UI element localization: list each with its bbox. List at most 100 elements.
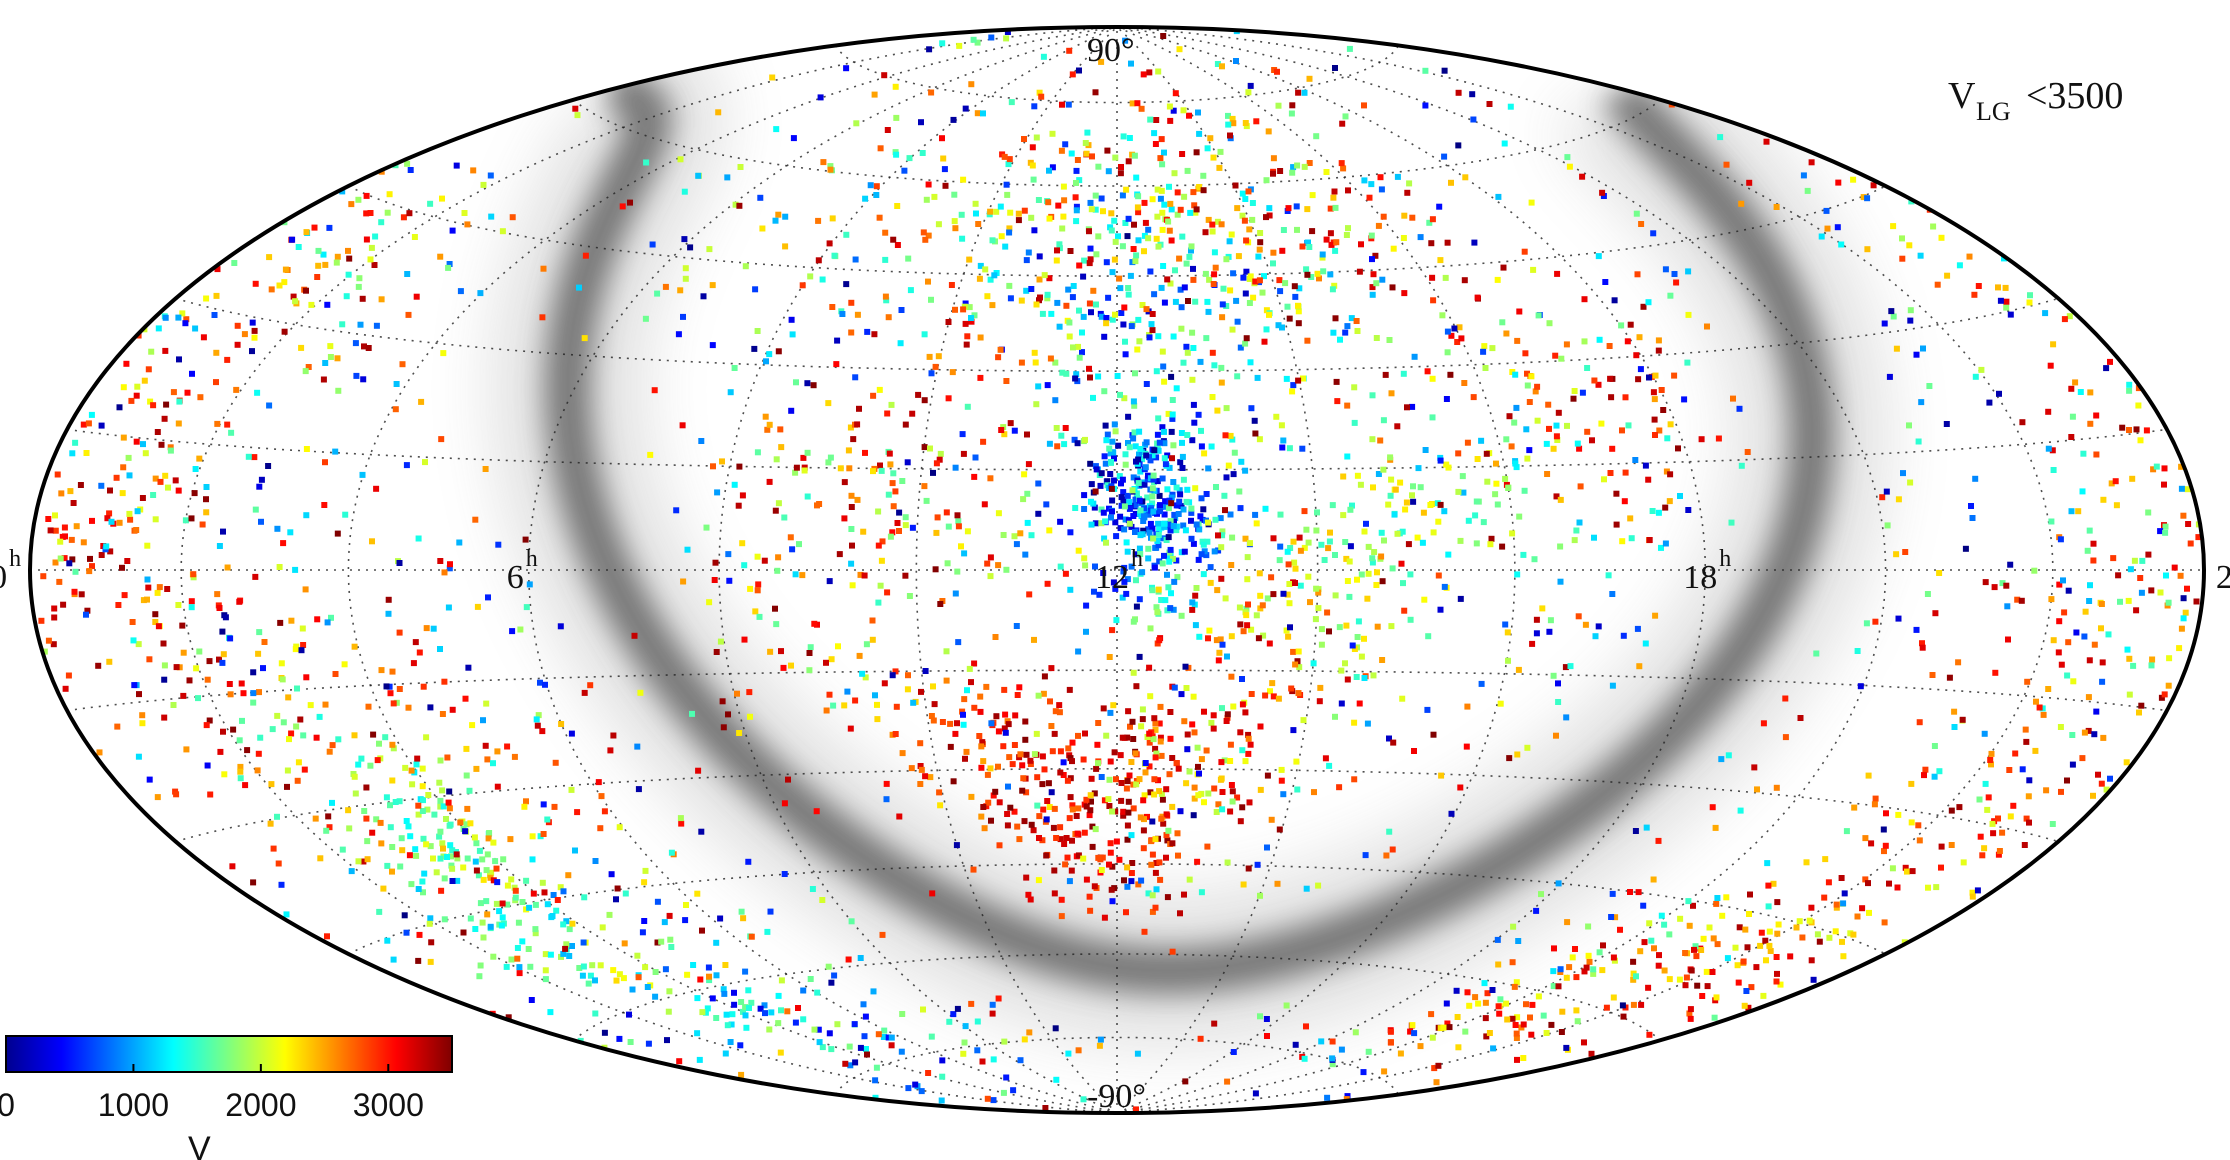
galaxy-point [1803,859,1810,866]
galaxy-point [772,507,779,514]
galaxy-point [1906,242,1913,249]
galaxy-point [626,1011,632,1018]
galaxy-point [1633,210,1640,217]
galaxy-point [1100,570,1107,576]
galaxy-point [433,869,440,876]
galaxy-point [437,797,444,804]
galaxy-point [1172,298,1179,305]
galaxy-point [681,236,688,243]
galaxy-point [1141,816,1147,823]
galaxy-point [989,1001,996,1008]
galaxy-point [680,313,686,320]
galaxy-point [1430,529,1437,536]
galaxy-point [1533,630,1540,637]
galaxy-point [1155,68,1162,75]
galaxy-point [1745,1004,1752,1011]
galaxy-point [1227,132,1233,139]
galaxy-point [1486,1030,1493,1036]
galaxy-point [324,933,330,940]
galaxy-point [1256,246,1263,253]
galaxy-point [1116,473,1123,480]
galaxy-point [1157,195,1164,202]
galaxy-point [426,920,433,927]
galaxy-point [1191,795,1198,802]
galaxy-point [1295,648,1302,655]
galaxy-point [667,936,674,943]
galaxy-point [305,364,312,370]
galaxy-point [339,846,346,853]
galaxy-point [581,689,588,696]
galaxy-point [2027,292,2033,299]
galaxy-point [1196,526,1203,533]
galaxy-point [889,672,896,679]
galaxy-point [1948,807,1955,814]
galaxy-point [919,150,926,156]
galaxy-point [365,345,372,351]
galaxy-point [250,879,257,886]
galaxy-point [1173,523,1180,530]
galaxy-point [1140,797,1147,804]
galaxy-point [1220,285,1227,292]
galaxy-point [1224,714,1231,721]
galaxy-point [1566,964,1573,971]
galaxy-point [339,188,346,195]
galaxy-point [1581,1039,1587,1046]
galaxy-point [978,813,985,820]
galaxy-point [1137,814,1144,821]
galaxy-point [2070,678,2077,685]
galaxy-point [1917,252,1924,259]
galaxy-point [1925,884,1931,891]
galaxy-point [1383,852,1390,859]
galaxy-point [1151,447,1158,454]
galaxy-point [1135,456,1142,463]
galaxy-point [1619,538,1626,545]
galaxy-point [2161,481,2167,488]
galaxy-point [883,780,890,787]
galaxy-point [1031,636,1037,643]
galaxy-point [1118,502,1125,509]
galaxy-point [292,298,299,305]
galaxy-point [1153,235,1160,242]
galaxy-point [539,728,546,735]
galaxy-point [1057,836,1064,843]
galaxy-point [423,841,430,848]
galaxy-point [256,629,263,636]
galaxy-point [896,813,903,820]
galaxy-point [915,391,922,398]
galaxy-point [2178,625,2185,632]
galaxy-point [1173,484,1180,491]
galaxy-point [877,145,884,152]
galaxy-point [647,451,654,458]
galaxy-point [1642,462,1649,469]
galaxy-point [896,528,902,534]
galaxy-point [852,256,859,263]
galaxy-point [1209,394,1216,400]
galaxy-point [1103,315,1110,321]
galaxy-point [1105,294,1112,301]
galaxy-point [742,968,749,975]
galaxy-point [1192,592,1199,599]
galaxy-point [943,509,950,516]
galaxy-point [1234,205,1241,212]
galaxy-point [413,852,420,859]
galaxy-point [958,211,965,218]
galaxy-point [389,741,396,748]
galaxy-point [1142,219,1149,226]
galaxy-point [170,702,177,708]
galaxy-point [2082,608,2089,615]
galaxy-point [1118,310,1125,316]
galaxy-point [1154,538,1161,544]
galaxy-point [1087,245,1094,252]
galaxy-point [689,710,695,717]
galaxy-point [322,261,329,268]
galaxy-point [1044,295,1051,302]
galaxy-point [409,781,416,788]
galaxy-point [454,855,461,862]
galaxy-point [1586,958,1593,965]
galaxy-point [315,247,322,254]
galaxy-point [333,259,340,266]
galaxy-point [1133,781,1140,788]
galaxy-point [1101,797,1108,804]
galaxy-point [1229,115,1236,122]
galaxy-point [1134,346,1141,353]
